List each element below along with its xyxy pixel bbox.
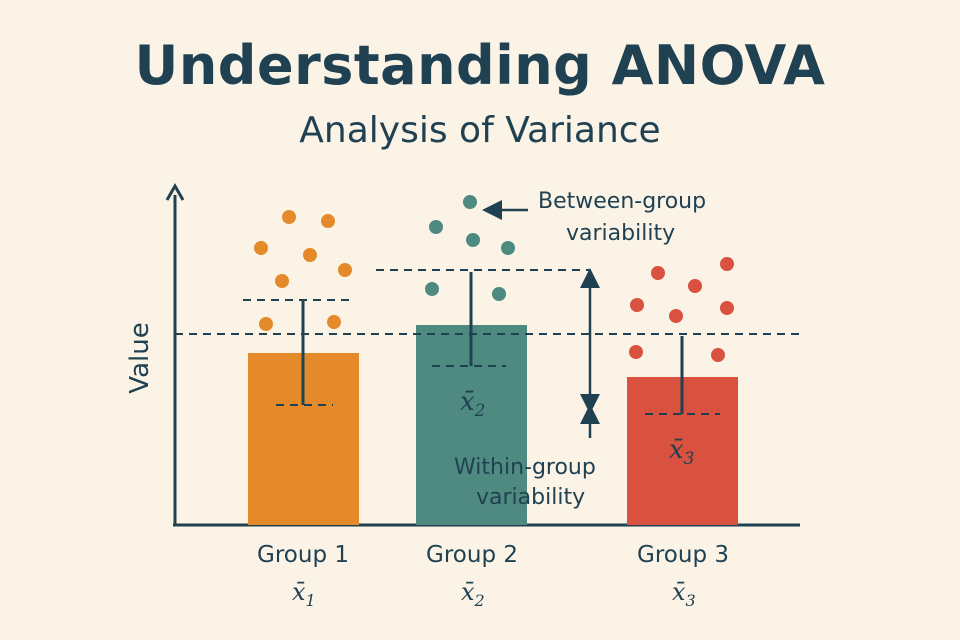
data-point <box>630 298 644 312</box>
y-axis-label: Value <box>125 322 155 393</box>
group-2-mean-label: x̄2 <box>461 578 485 610</box>
y-axis-arrow-icon <box>165 182 185 201</box>
between-group-label-line1: Between-group <box>538 189 706 214</box>
data-point <box>688 279 702 293</box>
data-point <box>720 257 734 271</box>
data-point <box>492 287 506 301</box>
data-point <box>338 263 352 277</box>
data-point <box>466 233 480 247</box>
data-point <box>321 214 335 228</box>
within-group-label-line1: Within-group <box>454 455 596 480</box>
page-title: Understanding ANOVA <box>134 34 826 97</box>
data-point <box>720 301 734 315</box>
data-point <box>629 345 643 359</box>
group-2-label: Group 2 <box>426 542 518 568</box>
between-group-label-line2: variability <box>566 221 675 246</box>
data-point <box>651 266 665 280</box>
data-point <box>463 195 477 209</box>
data-point <box>711 348 725 362</box>
data-point <box>254 241 268 255</box>
data-point <box>303 248 317 262</box>
group-3-label: Group 3 <box>637 542 729 568</box>
group-1-mean-label: x̄1 <box>292 578 316 610</box>
group-1-spread <box>243 210 352 406</box>
data-point <box>429 220 443 234</box>
data-point <box>669 309 683 323</box>
group-3-mean-label: x̄3 <box>672 578 696 610</box>
data-point <box>259 317 273 331</box>
data-point <box>275 274 289 288</box>
within-group-label-line2: variability <box>476 485 585 510</box>
group-3-spread <box>629 257 734 415</box>
data-point <box>282 210 296 224</box>
group-1-label: Group 1 <box>257 542 349 568</box>
data-point <box>425 282 439 296</box>
group-2-spread <box>376 195 590 367</box>
bar-mean-label-3: x̄3 <box>669 435 695 469</box>
data-point <box>327 315 341 329</box>
data-point <box>501 241 515 255</box>
bar-mean-label-2: x̄2 <box>460 387 486 421</box>
page-subtitle: Analysis of Variance <box>299 110 661 151</box>
